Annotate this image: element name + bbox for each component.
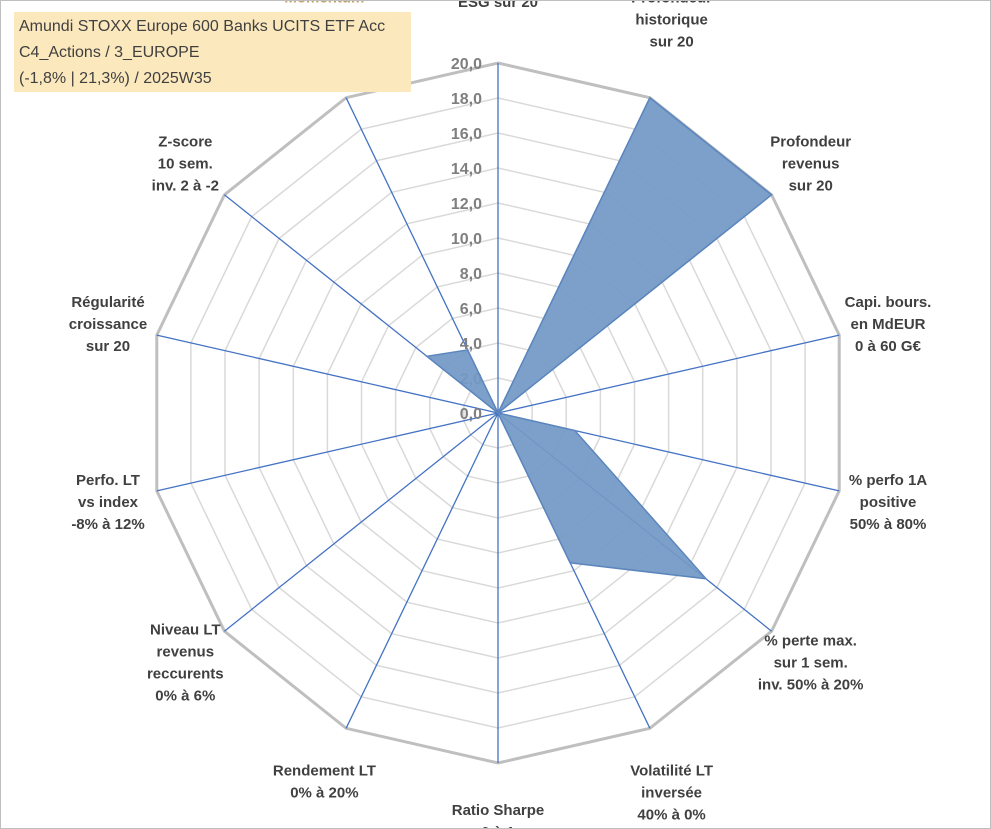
axis-label-12: Z-score 10 sem. inv. 2 à -2 — [152, 134, 219, 195]
axis-label-2: Profondeur revenus sur 20 — [770, 134, 851, 195]
axis-label-5: % perte max. sur 1 sem. inv. 50% à 20% — [758, 632, 864, 693]
axis-label-1: Profondeurhistoriquesur 20 — [631, 1, 712, 51]
axis-label-6: Volatilité LT inversée 40% à 0% — [630, 762, 713, 823]
axis-label-9: Niveau LT revenus reccurents 0% à 6% — [147, 621, 224, 704]
tick-label: 6,0 — [460, 301, 482, 318]
tick-label: 12,0 — [451, 196, 482, 213]
tick-label: 14,0 — [451, 161, 482, 178]
spoke-10 — [156, 412, 499, 492]
tick-label: 20,0 — [451, 56, 482, 73]
axis-label-11: Régularité croissance sur 20 — [69, 294, 147, 355]
tick-label: 16,0 — [451, 126, 482, 143]
tick-label: 4,0 — [460, 336, 482, 353]
tick-label: 0,0 — [460, 406, 482, 423]
title-line-3: (-1,8% | 21,3%) / 2025W35 — [19, 70, 212, 87]
axis-label-10: Perfo. LT vs index -8% à 12% — [71, 472, 144, 533]
series-area — [425, 96, 773, 580]
spoke-3 — [497, 334, 840, 414]
title-line-1: Amundi STOXX Europe 600 Banks UCITS ETF … — [19, 18, 386, 35]
axis-label-3: Capi. bours. en MdEUR 0 à 60 G€ — [845, 294, 932, 355]
axis-label-8: Rendement LT 0% à 20% — [273, 762, 376, 801]
spoke-9 — [223, 412, 499, 632]
axis-label-4: % perfo 1A positive 50% à 80% — [849, 472, 928, 533]
tick-label: 8,0 — [460, 266, 482, 283]
tick-label: 18,0 — [451, 91, 482, 108]
title-line-2: C4_Actions / 3_EUROPE — [19, 44, 200, 61]
axis-label-0: NoteESG sur 20 — [458, 1, 538, 11]
spoke-8 — [345, 412, 499, 729]
chart-title-box: Amundi STOXX Europe 600 Banks UCITS ETF … — [14, 12, 411, 92]
series-layer — [425, 96, 773, 580]
spoke-11 — [156, 334, 499, 414]
tick-label: 10,0 — [451, 231, 482, 248]
axis-label-7: Ratio Sharpe0 à 1 — [452, 802, 545, 828]
